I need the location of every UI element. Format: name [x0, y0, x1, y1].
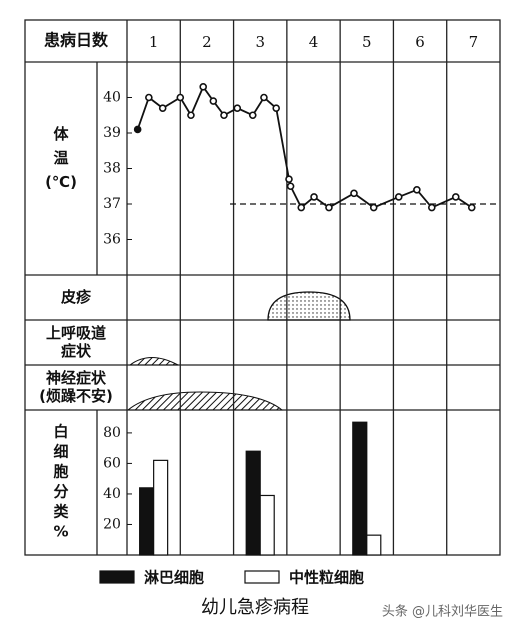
temperature-point — [286, 182, 295, 191]
bar — [259, 494, 275, 556]
row-label: 症状 — [61, 342, 92, 360]
temperature-point — [260, 93, 268, 102]
legend-swatch — [244, 570, 280, 584]
temperature-point — [248, 111, 257, 120]
day-label: 2 — [202, 33, 212, 51]
temperature-point — [451, 193, 460, 201]
y-tick-label: 36 — [103, 232, 121, 248]
y-tick-label: 20 — [103, 516, 121, 532]
temperature-point — [413, 186, 421, 194]
legend-label: 淋巴细胞 — [144, 569, 204, 587]
temperature-point — [427, 203, 436, 212]
temperature-point — [285, 175, 293, 183]
y-tick-label: 60 — [103, 455, 121, 471]
row-label: 神经症状 — [46, 369, 107, 387]
header-label: 患病日数 — [44, 31, 109, 50]
day-label: 4 — [309, 33, 319, 51]
respiratory-curve — [128, 357, 179, 366]
y-axis-label: % — [53, 523, 68, 541]
temperature-point — [145, 93, 153, 102]
y-tick-label: 38 — [103, 161, 121, 177]
neuro-curve — [126, 391, 284, 411]
bar — [352, 421, 368, 556]
day-label: 7 — [469, 33, 479, 51]
rash-curve — [267, 291, 351, 321]
temperature-point — [350, 189, 358, 198]
day-label: 1 — [149, 33, 159, 51]
y-tick-label: 40 — [103, 486, 121, 502]
bar — [153, 459, 169, 556]
y-axis-label: 温 — [53, 149, 68, 167]
temperature-point — [272, 104, 281, 112]
y-tick-label: 40 — [103, 90, 121, 106]
y-axis-label: 体 — [53, 125, 69, 143]
watermark: 头条 @儿科刘华医生 — [382, 604, 503, 620]
y-tick-label: 37 — [103, 196, 121, 212]
y-axis-label: 细 — [53, 443, 68, 461]
bar — [245, 450, 261, 556]
row-label: (烦躁不安) — [39, 387, 113, 405]
temperature-point — [220, 111, 228, 120]
y-tick-label: 80 — [103, 425, 121, 441]
temperature-point — [199, 83, 207, 91]
temperature-line — [136, 85, 473, 209]
row-label: 上呼吸道 — [46, 324, 106, 342]
temperature-point — [325, 203, 333, 212]
bar — [139, 487, 155, 556]
temperature-point — [133, 125, 142, 134]
legend-label: 中性粒细胞 — [289, 569, 364, 587]
temperature-point — [187, 111, 195, 120]
day-label: 6 — [415, 33, 425, 51]
temperature-point — [394, 193, 403, 201]
temperature-point — [158, 104, 167, 112]
y-axis-label: (℃) — [45, 173, 77, 191]
y-axis-label: 分 — [53, 483, 68, 501]
day-label: 3 — [255, 33, 265, 51]
temperature-point — [209, 97, 218, 105]
temperature-point — [467, 203, 476, 212]
temperature-point — [310, 193, 318, 201]
temperature-point — [369, 203, 378, 212]
bar — [366, 534, 382, 556]
y-tick-label: 39 — [103, 125, 121, 141]
temperature-point — [297, 203, 306, 212]
temperature-point — [176, 93, 185, 102]
y-axis-label: 白 — [53, 423, 68, 441]
y-axis-label: 胞 — [52, 463, 68, 481]
legend-swatch — [99, 570, 135, 584]
day-label: 5 — [362, 33, 372, 51]
row-label: 皮疹 — [61, 288, 92, 306]
caption: 幼儿急疹病程 — [201, 597, 309, 618]
temperature-point — [233, 104, 242, 112]
y-axis-label: 类 — [53, 503, 69, 521]
